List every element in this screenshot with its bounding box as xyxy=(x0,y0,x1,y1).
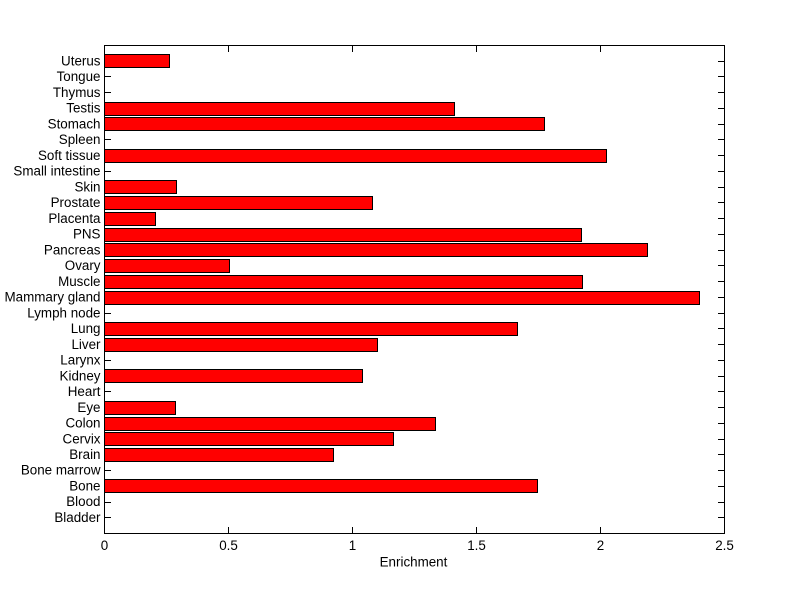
svg-text:Lung: Lung xyxy=(71,321,101,336)
svg-text:0.5: 0.5 xyxy=(219,538,238,553)
svg-text:Colon: Colon xyxy=(66,416,101,431)
svg-text:Brain: Brain xyxy=(69,447,100,462)
svg-text:PNS: PNS xyxy=(73,227,101,242)
svg-text:Liver: Liver xyxy=(71,337,101,352)
svg-text:Enrichment: Enrichment xyxy=(380,555,448,570)
svg-text:1: 1 xyxy=(349,538,356,553)
svg-text:Spleen: Spleen xyxy=(59,132,101,147)
svg-text:2.5: 2.5 xyxy=(715,538,734,553)
svg-text:Mammary gland: Mammary gland xyxy=(5,290,101,305)
svg-text:1.5: 1.5 xyxy=(467,538,486,553)
svg-text:Bone: Bone xyxy=(69,478,100,493)
svg-text:Small intestine: Small intestine xyxy=(13,164,100,179)
svg-text:Placenta: Placenta xyxy=(48,211,101,226)
svg-text:Blood: Blood xyxy=(66,494,100,509)
svg-text:Testis: Testis xyxy=(66,101,101,116)
svg-text:Uterus: Uterus xyxy=(61,53,101,68)
svg-text:0: 0 xyxy=(101,538,108,553)
svg-text:Thymus: Thymus xyxy=(53,85,101,100)
svg-text:Lymph node: Lymph node xyxy=(27,305,100,320)
svg-text:2: 2 xyxy=(597,538,604,553)
svg-text:Heart: Heart xyxy=(68,384,101,399)
svg-text:Skin: Skin xyxy=(74,179,100,194)
svg-text:Muscle: Muscle xyxy=(58,274,100,289)
svg-text:Cervix: Cervix xyxy=(63,431,101,446)
svg-text:Tongue: Tongue xyxy=(57,69,101,84)
svg-text:Prostate: Prostate xyxy=(51,195,101,210)
svg-text:Bone marrow: Bone marrow xyxy=(21,463,101,478)
svg-text:Soft tissue: Soft tissue xyxy=(38,148,101,163)
svg-text:Larynx: Larynx xyxy=(60,353,100,368)
svg-text:Bladder: Bladder xyxy=(54,510,101,525)
svg-text:Eye: Eye xyxy=(77,400,100,415)
svg-text:Ovary: Ovary xyxy=(65,258,101,273)
svg-text:Pancreas: Pancreas xyxy=(44,242,101,257)
svg-text:Kidney: Kidney xyxy=(60,368,101,383)
svg-text:Stomach: Stomach xyxy=(48,116,101,131)
